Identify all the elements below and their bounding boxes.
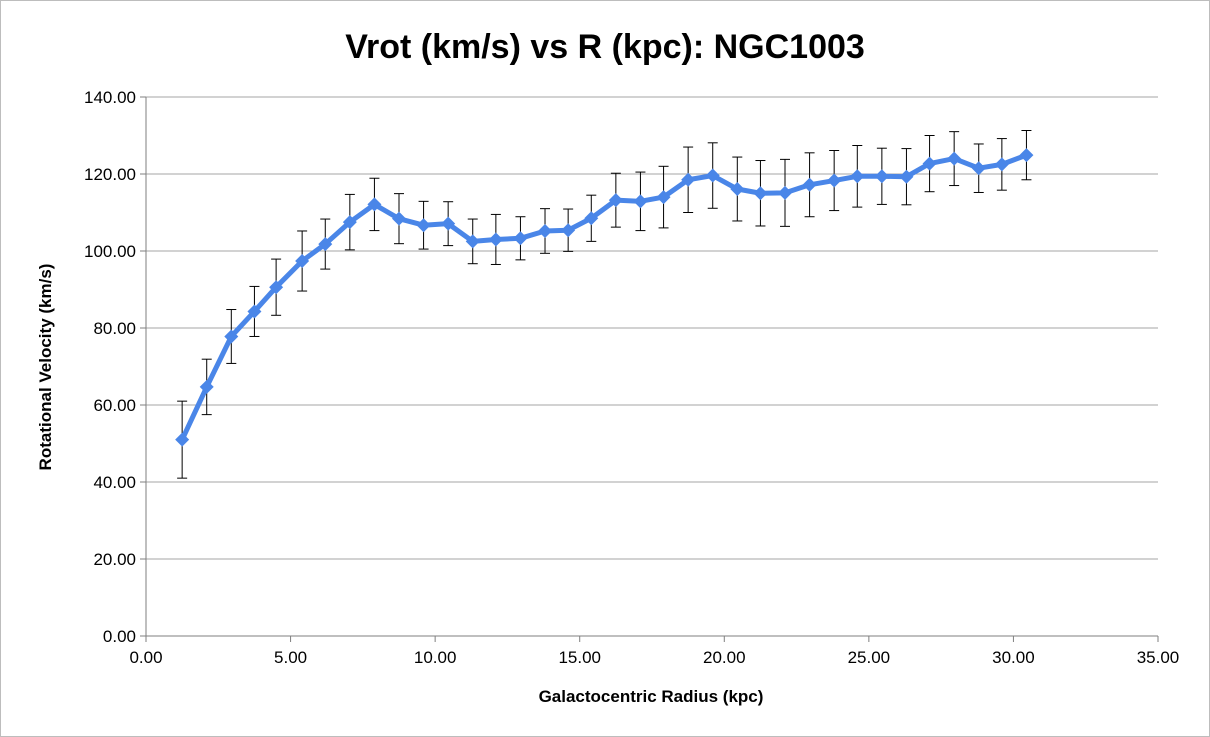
data-point-marker bbox=[971, 161, 986, 176]
data-point-marker bbox=[538, 223, 553, 238]
data-point-marker bbox=[513, 231, 528, 246]
chart-title: Vrot (km/s) vs R (kpc): NGC1003 bbox=[345, 28, 865, 66]
error-bars bbox=[177, 129, 1032, 479]
y-tick-label: 80.00 bbox=[93, 319, 136, 338]
series-line bbox=[179, 152, 1029, 443]
x-axis-title: Galactocentric Radius (kpc) bbox=[539, 687, 764, 706]
axes bbox=[140, 96, 1159, 642]
y-tick-label: 0.00 bbox=[103, 627, 136, 646]
x-tick-label: 20.00 bbox=[703, 648, 746, 667]
data-point-marker bbox=[224, 329, 239, 344]
y-tick-label: 120.00 bbox=[84, 165, 136, 184]
data-point-marker bbox=[295, 254, 310, 269]
data-point-marker bbox=[199, 379, 214, 394]
data-point-marker bbox=[827, 173, 842, 188]
data-point-marker bbox=[753, 186, 768, 201]
data-point-marker bbox=[247, 304, 262, 319]
data-point-marker bbox=[342, 215, 357, 230]
data-point-marker bbox=[416, 218, 431, 233]
data-point-marker bbox=[730, 182, 745, 197]
data-point-marker bbox=[922, 156, 937, 171]
y-axis-title: Rotational Velocity (km/s) bbox=[36, 264, 55, 471]
data-point-marker bbox=[899, 169, 914, 184]
y-tick-labels: 0.00 20.00 40.00 60.00 80.00 100.00 120.00 140.… bbox=[84, 88, 136, 646]
data-point-marker bbox=[994, 157, 1009, 172]
x-tick-label: 5.00 bbox=[274, 648, 307, 667]
x-tick-label: 0.00 bbox=[129, 648, 162, 667]
x-tick-label: 30.00 bbox=[992, 648, 1035, 667]
data-point-marker bbox=[392, 211, 406, 226]
x-tick-label: 15.00 bbox=[558, 648, 601, 667]
x-tick-labels: 0.00 5.00 10.00 15.00 20.00 25.00 30.00 35.00 bbox=[129, 648, 1179, 667]
y-tick-label: 40.00 bbox=[93, 473, 136, 492]
y-tick-label: 100.00 bbox=[84, 242, 136, 261]
data-point-marker bbox=[633, 194, 648, 209]
data-point-marker bbox=[802, 177, 817, 192]
x-tick-label: 35.00 bbox=[1137, 648, 1180, 667]
data-point-marker bbox=[441, 216, 456, 231]
data-point-marker bbox=[656, 190, 671, 205]
data-point-marker bbox=[705, 168, 720, 183]
y-tick-label: 60.00 bbox=[93, 396, 136, 415]
data-point-marker bbox=[850, 169, 865, 184]
x-tick-label: 25.00 bbox=[848, 648, 891, 667]
data-point-marker bbox=[561, 223, 576, 238]
data-point-marker bbox=[318, 237, 333, 252]
data-point-marker bbox=[488, 232, 503, 247]
data-point-marker bbox=[269, 280, 284, 295]
data-series bbox=[175, 148, 1034, 447]
x-tick-label: 10.00 bbox=[414, 648, 457, 667]
data-point-marker bbox=[465, 234, 480, 249]
data-point-marker bbox=[874, 169, 889, 184]
data-point-marker bbox=[175, 432, 190, 447]
data-point-marker bbox=[1019, 148, 1034, 163]
y-tick-label: 140.00 bbox=[84, 88, 136, 107]
data-point-marker bbox=[584, 211, 599, 226]
data-point-marker bbox=[608, 193, 623, 208]
data-point-marker bbox=[778, 185, 793, 200]
y-tick-label: 20.00 bbox=[93, 550, 136, 569]
data-point-marker bbox=[681, 172, 696, 187]
data-point-marker bbox=[367, 197, 382, 212]
data-point-marker bbox=[947, 151, 962, 166]
